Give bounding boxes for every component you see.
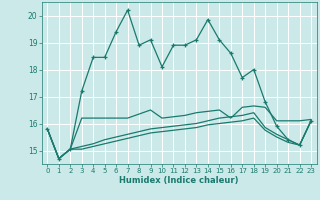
X-axis label: Humidex (Indice chaleur): Humidex (Indice chaleur) (119, 176, 239, 185)
